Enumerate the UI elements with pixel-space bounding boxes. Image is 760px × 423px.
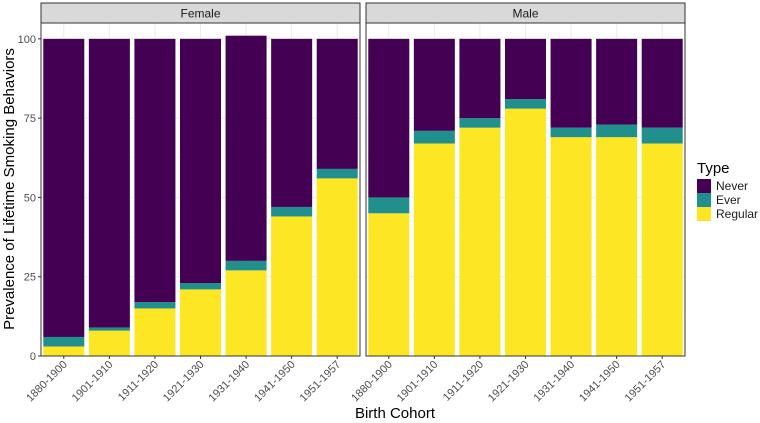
legend-key-regular — [697, 207, 711, 221]
bar-male-1931-1940-regular — [550, 137, 592, 356]
bar-female-1931-1940-ever — [225, 260, 267, 271]
bar-female-1921-1930-ever — [179, 283, 222, 290]
x-tick-label: 1941-1950 — [577, 359, 623, 405]
facet-label-male: Male — [512, 7, 538, 21]
facet-strip-female — [40, 2, 361, 24]
x-tick-label: 1911-1920 — [116, 359, 161, 404]
x-tick-label: 1901-1910 — [70, 359, 116, 405]
bar-female-1901-1910-never — [88, 38, 130, 328]
x-tick-label: 1951-1957 — [298, 359, 344, 405]
bar-female-1911-1920-never — [134, 38, 176, 303]
x-tick-label: 1931-1940 — [207, 359, 253, 405]
bar-male-1880-1900-ever — [368, 197, 410, 214]
bar-female-1901-1910-ever — [88, 327, 130, 331]
bar-male-1941-1950-regular — [596, 137, 638, 356]
x-tick-label: 1901-1910 — [395, 359, 441, 405]
legend-key-ever — [697, 193, 711, 207]
bar-female-1951-1957-ever — [316, 168, 358, 179]
bar-female-1911-1920-regular — [134, 308, 176, 356]
bar-male-1921-1930-regular — [504, 108, 547, 356]
bar-female-1941-1950-ever — [271, 206, 313, 217]
bar-female-1941-1950-never — [271, 38, 313, 207]
bar-male-1911-1920-never — [459, 38, 501, 119]
bar-male-1941-1950-ever — [596, 124, 638, 138]
x-tick-label: 1880-1900 — [349, 359, 395, 405]
bar-male-1951-1957-never — [641, 38, 683, 128]
panel-female: Female 1880-1900 1901-1910 1911-1920 1921-19… — [24, 2, 361, 405]
bar-female-1880-1900-ever — [43, 336, 85, 347]
bar-male-1901-1910-never — [413, 38, 455, 131]
facet-label-female: Female — [180, 7, 220, 21]
bar-female-1941-1950-regular — [271, 216, 313, 356]
bar-male-1901-1910-ever — [413, 130, 455, 144]
bar-male-1951-1957-regular — [641, 143, 683, 356]
bar-male-1941-1950-never — [596, 38, 638, 125]
bar-male-1921-1930-ever — [504, 99, 547, 109]
y-tick-label: 50 — [24, 192, 36, 204]
x-tick-label: 1931-1940 — [532, 359, 578, 405]
x-tick-label: 1880-1900 — [24, 359, 70, 405]
bar-female-1880-1900-regular — [43, 346, 85, 356]
x-tick-label: 1941-1950 — [252, 359, 298, 405]
y-tick-label: 25 — [24, 272, 36, 284]
panel-male: Male 1880-1900 1901-1910 1911-1920 1921-1930… — [349, 2, 686, 405]
legend-label-regular: Regular — [716, 207, 758, 221]
legend-key-never — [697, 179, 711, 193]
y-axis-title: Prevalence of Lifetime Smoking Behaviors — [1, 48, 18, 330]
legend-title: Type — [697, 160, 730, 177]
x-axis-title: Birth Cohort — [355, 405, 436, 422]
legend-label-ever: Ever — [716, 193, 741, 207]
bar-male-1911-1920-regular — [459, 127, 501, 357]
x-tick-label: 1951-1957 — [623, 359, 669, 405]
bar-female-1931-1940-never — [225, 35, 267, 261]
x-tick-label: 1921-1930 — [486, 359, 532, 405]
bar-female-1951-1957-never — [316, 38, 358, 169]
bar-male-1880-1900-never — [368, 38, 410, 198]
facet-strip-male — [365, 2, 686, 24]
bar-male-1951-1957-ever — [641, 127, 683, 144]
bar-female-1921-1930-never — [179, 38, 222, 284]
x-tick-label: 1921-1930 — [161, 359, 207, 405]
bar-male-1911-1920-ever — [459, 118, 501, 128]
bar-female-1951-1957-regular — [316, 178, 358, 356]
bar-female-1880-1900-never — [43, 38, 85, 337]
y-tick-label: 0 — [30, 351, 36, 363]
bar-female-1921-1930-regular — [179, 289, 222, 356]
bar-male-1901-1910-regular — [413, 143, 455, 356]
x-tick-label: 1911-1920 — [441, 359, 486, 404]
bar-male-1931-1940-never — [550, 38, 592, 128]
bar-male-1931-1940-ever — [550, 127, 592, 138]
legend-label-never: Never — [716, 179, 748, 193]
bar-female-1901-1910-regular — [88, 330, 130, 356]
y-tick-label: 75 — [24, 113, 36, 125]
bar-female-1931-1940-regular — [225, 270, 267, 356]
bar-male-1880-1900-regular — [368, 213, 410, 356]
y-tick-label: 100 — [18, 34, 36, 46]
y-axis: 0 25 50 75 100 — [18, 34, 41, 363]
bar-female-1911-1920-ever — [134, 302, 176, 309]
bar-male-1921-1930-never — [504, 38, 547, 100]
